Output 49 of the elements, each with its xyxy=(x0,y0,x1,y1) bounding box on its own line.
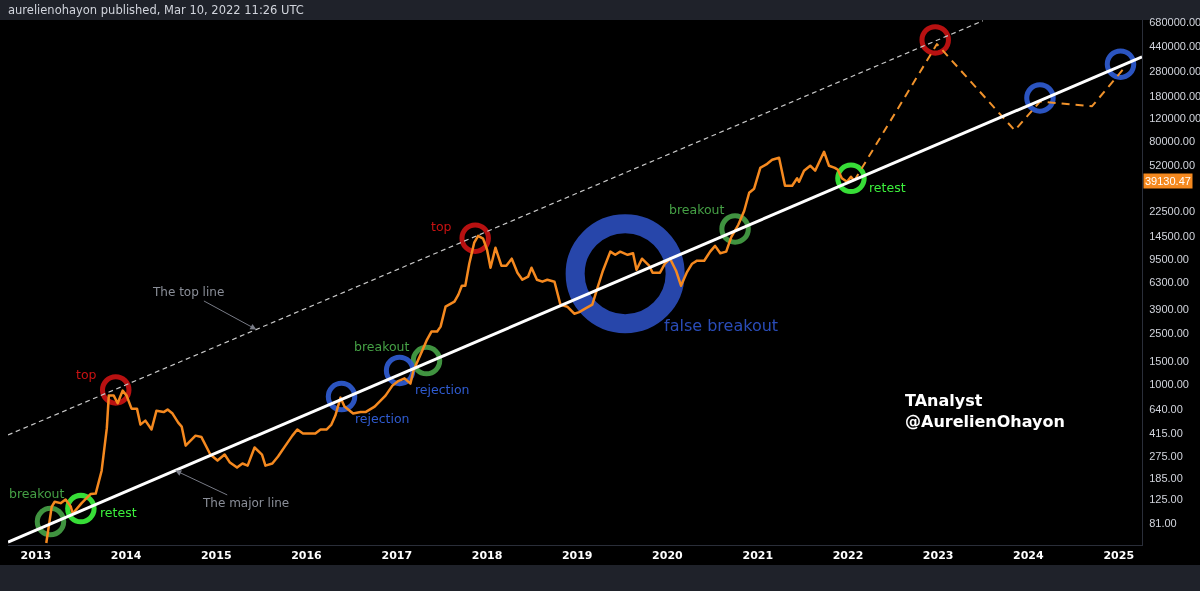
x-tick-label: 2018 xyxy=(471,549,503,563)
y-tick-label: 280000.00 xyxy=(1149,65,1200,78)
text: top xyxy=(431,219,452,234)
x-tick-label: 2019 xyxy=(561,549,593,563)
x-tick-label: 2013 xyxy=(20,549,52,563)
y-tick-label: 180000.00 xyxy=(1149,89,1200,102)
y-tick-label: 2500.00 xyxy=(1149,327,1189,340)
x-tick-label: 2016 xyxy=(291,549,323,563)
y-tick-label: 1000.00 xyxy=(1149,377,1189,390)
y-tick-label: 81.00 xyxy=(1149,517,1177,530)
y-tick-label: 125.00 xyxy=(1149,493,1183,506)
chart-title: aurelienohayon published, Mar 10, 2022 11:26 UTC xyxy=(8,3,304,19)
y-tick-label: 185.00 xyxy=(1149,471,1183,484)
y-tick-label: 9500.00 xyxy=(1149,253,1189,266)
y-tick-label: 22500.00 xyxy=(1149,205,1196,218)
text: rejection xyxy=(355,411,410,426)
y-tick-label: 6300.00 xyxy=(1149,275,1189,288)
x-tick-label: 2021 xyxy=(742,549,774,563)
y-tick-label: 1500.00 xyxy=(1149,355,1189,368)
annotation: TAnalyst @AurelienOhayon xyxy=(905,391,1065,431)
y-tick-label: 415.00 xyxy=(1149,426,1183,439)
annotation: The major line xyxy=(202,496,290,510)
y-tick-label: 80000.00 xyxy=(1149,134,1196,147)
x-tick-label: 2020 xyxy=(652,549,684,563)
annotation: The top line xyxy=(152,285,225,299)
text: breakout xyxy=(9,486,65,501)
y-tick-label: 440000.00 xyxy=(1149,40,1200,53)
y-tick-label: 52000.00 xyxy=(1149,158,1196,171)
y-tick-label: 640.00 xyxy=(1149,402,1183,415)
x-tick-label: 2014 xyxy=(110,549,142,563)
series-label: rejection xyxy=(415,382,470,397)
x-tick-label: 2025 xyxy=(1103,549,1135,563)
x-tick-label: 2017 xyxy=(381,549,413,563)
y-tick-label: 120000.00 xyxy=(1149,112,1200,125)
y-tick-label: 275.00 xyxy=(1149,449,1183,462)
y-tick-label: 14500.00 xyxy=(1149,229,1196,242)
series-label: top xyxy=(76,367,97,382)
text: breakout xyxy=(354,339,410,354)
x-tick-label: 2024 xyxy=(1013,549,1044,563)
y-tick-label: 680000.00 xyxy=(1149,16,1200,29)
x-tick-label: 2023 xyxy=(922,549,954,563)
series-label: breakout xyxy=(669,202,725,217)
x-tick-label: 2022 xyxy=(832,549,864,563)
series-label: retest xyxy=(869,180,906,195)
x-tick-label: 2015 xyxy=(200,549,232,563)
text: retest xyxy=(100,505,137,520)
series-label: false breakout xyxy=(664,316,779,335)
y-tick-label: 3900.00 xyxy=(1149,302,1189,315)
text: 39130.47 xyxy=(1145,175,1191,187)
